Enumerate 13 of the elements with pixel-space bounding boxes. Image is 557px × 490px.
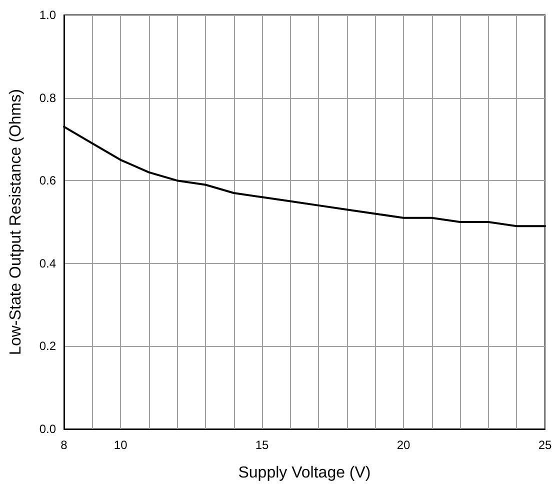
y-tick-label: 1.0 [39,8,56,22]
x-tick-label: 10 [114,438,128,452]
x-tick-label: 20 [396,438,411,452]
y-tick-label: 0.2 [39,339,56,354]
y-tick-label: 0.8 [39,90,56,105]
y-tick-label: 0.0 [39,422,56,436]
y-tick-label: 0.4 [39,256,56,270]
y-tick-label: 0.6 [39,174,56,188]
x-tick-label: 8 [60,438,68,452]
x-tick-label: 25 [538,438,552,452]
x-tick-label: 15 [255,438,270,452]
y-axis-title: Low-State Output Resistance (Ohms) [8,89,24,355]
x-axis-title: Supply Voltage (V) [238,464,371,482]
